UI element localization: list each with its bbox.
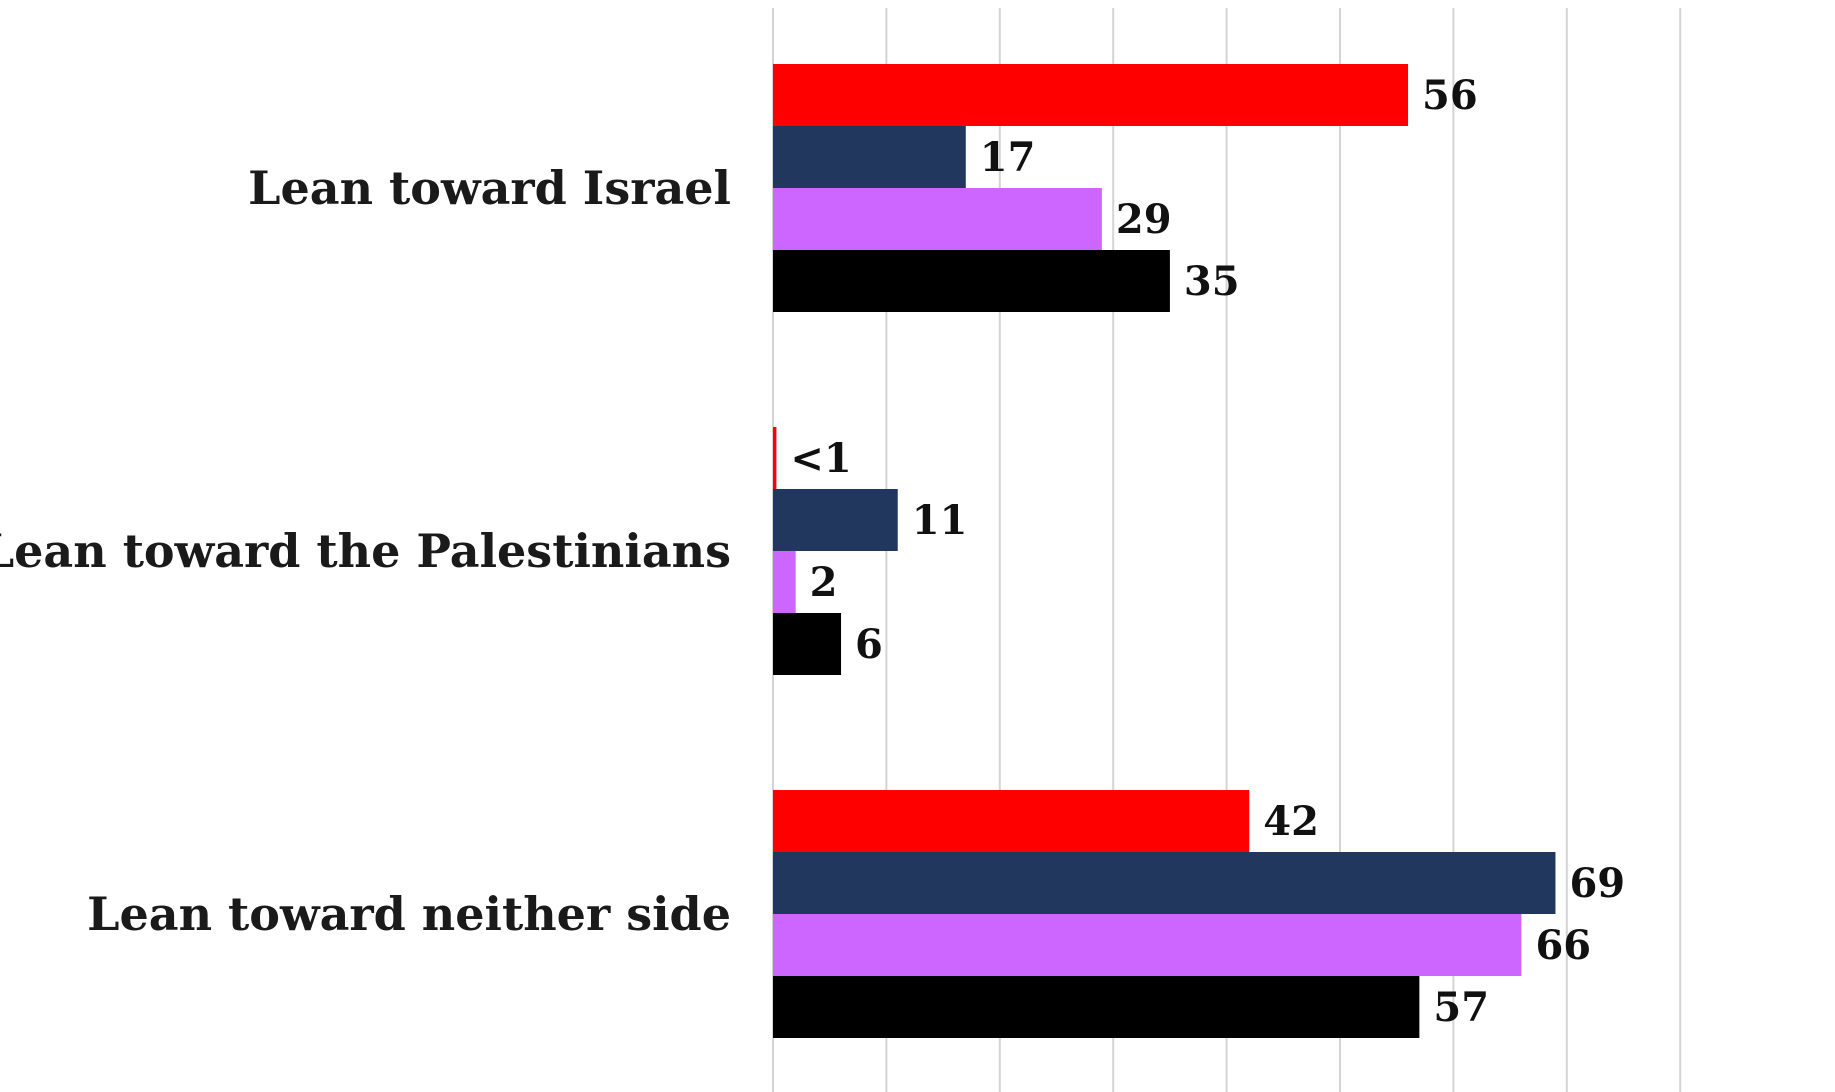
data-label: 56 — [1422, 72, 1478, 119]
bar — [773, 489, 898, 551]
bar — [773, 427, 777, 489]
data-label: 11 — [912, 497, 968, 544]
bar — [773, 790, 1250, 852]
bar — [773, 914, 1522, 976]
bar — [773, 852, 1556, 914]
bar — [773, 126, 966, 188]
bars — [773, 64, 1556, 1038]
value-labels: 56 17 29 35 <1 11 26 42 69 66 57 — [790, 72, 1625, 1031]
category-label: Lean toward Israel — [248, 161, 731, 215]
data-label: 17 — [980, 134, 1036, 181]
category-label: Lean toward neither side — [87, 887, 731, 941]
data-label: 29 — [1116, 196, 1172, 243]
data-label: 35 — [1184, 258, 1240, 305]
category-label: Lean toward the Palestinians — [0, 524, 731, 578]
bar — [773, 64, 1409, 126]
bar — [773, 613, 842, 675]
bar — [773, 551, 796, 613]
data-label: 57 — [1433, 984, 1489, 1031]
data-label: 69 — [1569, 860, 1625, 907]
category-labels: Lean toward Israel Lean toward the Palest… — [0, 161, 731, 941]
data-label: 66 — [1535, 922, 1591, 969]
bar — [773, 976, 1420, 1038]
data-label: 2 — [810, 559, 838, 606]
bar — [773, 250, 1170, 312]
data-label: 42 — [1263, 798, 1319, 845]
bar — [773, 188, 1102, 250]
data-label: 6 — [855, 621, 883, 668]
data-label: <1 — [790, 435, 851, 482]
